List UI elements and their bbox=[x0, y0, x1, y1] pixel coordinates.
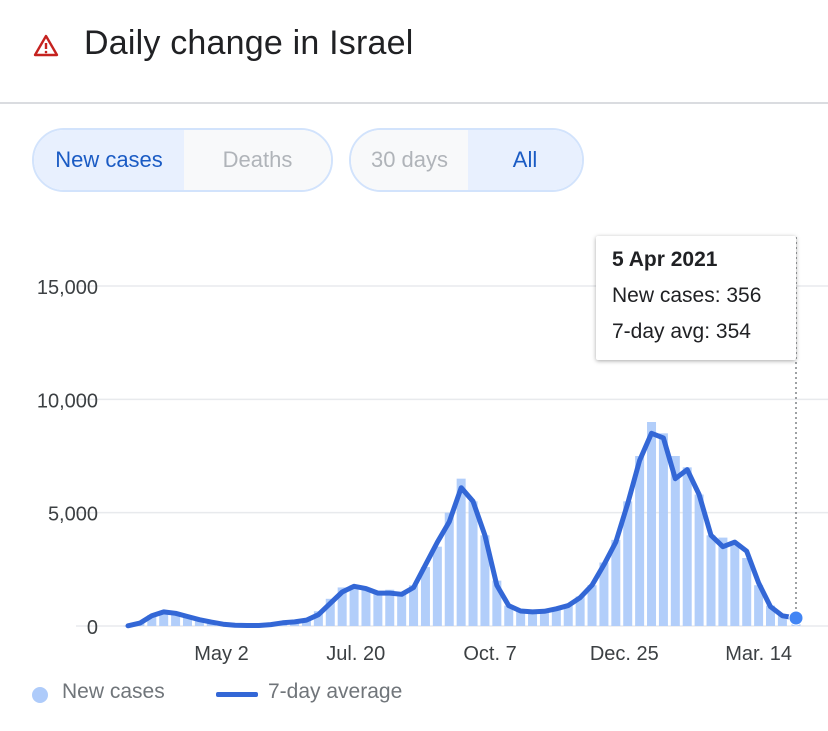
bar bbox=[325, 598, 335, 626]
bar bbox=[754, 585, 764, 626]
bar bbox=[539, 611, 549, 626]
x-tick-label: Oct. 7 bbox=[463, 643, 516, 665]
bar bbox=[492, 580, 502, 626]
bar bbox=[563, 605, 573, 626]
bar bbox=[575, 596, 585, 626]
bar bbox=[147, 615, 157, 626]
bar bbox=[337, 587, 347, 626]
y-tick-label: 10,000 bbox=[37, 390, 98, 412]
bar bbox=[742, 558, 752, 626]
tooltip-avg: 7-day avg: 354 bbox=[612, 320, 751, 343]
legend-line-swatch bbox=[216, 692, 258, 697]
bar bbox=[159, 612, 169, 626]
page-title: Daily change in Israel bbox=[84, 24, 414, 62]
30-days-tab[interactable]: 30 days bbox=[351, 130, 468, 190]
bar bbox=[623, 501, 633, 626]
bar bbox=[313, 611, 323, 626]
bar bbox=[349, 585, 359, 626]
bar bbox=[397, 592, 407, 626]
bar bbox=[182, 616, 192, 626]
legend-line-label: 7-day average bbox=[268, 680, 403, 703]
bar bbox=[361, 589, 371, 626]
bar bbox=[599, 562, 609, 626]
bar bbox=[373, 592, 383, 626]
bar bbox=[670, 456, 680, 626]
bar bbox=[409, 585, 419, 626]
bar bbox=[420, 567, 430, 626]
legend-bars-label: New cases bbox=[62, 680, 165, 703]
bar bbox=[432, 546, 442, 626]
bar bbox=[587, 585, 597, 626]
bar bbox=[647, 422, 657, 626]
bar bbox=[528, 612, 538, 626]
bar bbox=[718, 537, 728, 626]
range-toggle: 30 days All bbox=[349, 128, 584, 192]
bar bbox=[766, 605, 776, 626]
metric-toggle: New cases Deaths bbox=[32, 128, 333, 192]
avg-line bbox=[125, 430, 799, 629]
x-tick-label: Jul. 20 bbox=[326, 643, 385, 665]
y-tick-label: 5,000 bbox=[48, 504, 98, 526]
bar bbox=[551, 609, 561, 626]
bar bbox=[468, 501, 478, 626]
bar bbox=[194, 620, 204, 626]
deaths-tab[interactable]: Deaths bbox=[184, 130, 331, 190]
y-tick-label: 15,000 bbox=[37, 277, 98, 299]
legend-bars-swatch bbox=[32, 687, 48, 703]
bar bbox=[694, 494, 704, 626]
bar bbox=[730, 544, 740, 626]
bar bbox=[456, 478, 466, 626]
new-cases-tab[interactable]: New cases bbox=[34, 130, 184, 190]
hover-point bbox=[788, 610, 804, 626]
bar bbox=[658, 433, 668, 626]
y-tick-label: 0 bbox=[87, 617, 98, 639]
all-tab[interactable]: All bbox=[468, 130, 582, 190]
warning-triangle-icon bbox=[33, 34, 59, 57]
bar bbox=[611, 539, 621, 626]
tooltip-new-cases: New cases: 356 bbox=[612, 284, 762, 307]
x-tick-label: Dec. 25 bbox=[590, 643, 659, 665]
x-tick-label: Mar. 14 bbox=[725, 643, 792, 665]
bar bbox=[504, 605, 514, 626]
bar bbox=[516, 611, 526, 626]
x-tick-label: May 2 bbox=[194, 643, 248, 665]
chart[interactable]: 0 5,000 10,000 15,000 May 2 Jul. 20 Oct. 7 Dec.… bbox=[0, 225, 828, 675]
bar bbox=[171, 613, 181, 626]
bar bbox=[706, 535, 716, 626]
bar bbox=[682, 467, 692, 626]
header: Daily change in Israel bbox=[0, 0, 828, 104]
bar bbox=[635, 456, 645, 626]
bar bbox=[777, 614, 787, 626]
bar bbox=[444, 512, 454, 626]
chart-tooltip: 5 Apr 2021 New cases: 356 7-day avg: 354 bbox=[596, 236, 796, 360]
bar bbox=[480, 535, 490, 626]
tooltip-date: 5 Apr 2021 bbox=[612, 248, 718, 271]
bar bbox=[385, 589, 395, 626]
